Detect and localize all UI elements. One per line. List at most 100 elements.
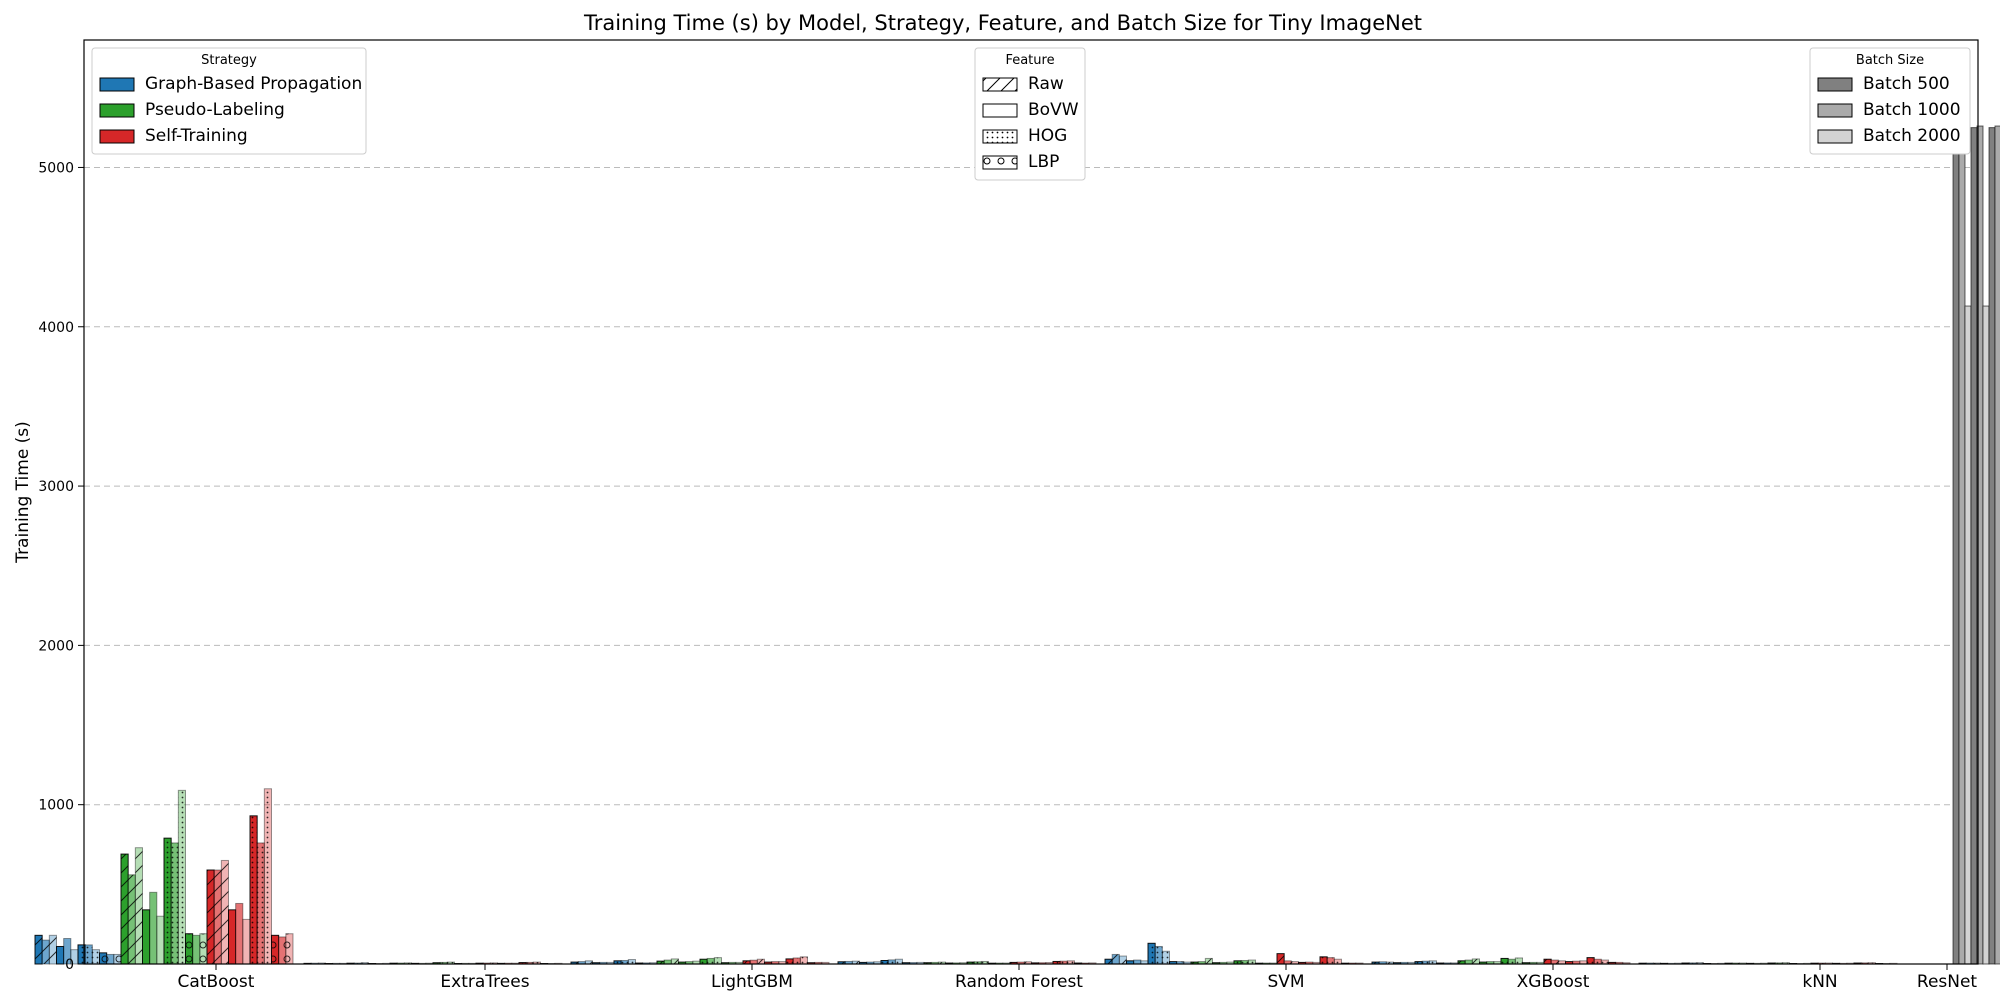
bar-hatch bbox=[895, 959, 903, 964]
bar-hatch bbox=[1372, 962, 1380, 964]
plot-frame bbox=[83, 39, 1979, 965]
feature-legend-title: Feature bbox=[1005, 53, 1054, 68]
bars-layer bbox=[34, 125, 2000, 965]
bar-hatch bbox=[807, 962, 815, 964]
bar-hatch bbox=[821, 962, 829, 964]
legend-swatch bbox=[1817, 77, 1853, 92]
bar-hatch bbox=[164, 838, 172, 964]
bar-hatch bbox=[614, 960, 622, 964]
bar-hatch bbox=[1379, 961, 1387, 964]
bar-hatch bbox=[1544, 959, 1552, 964]
bar-hatch bbox=[1183, 962, 1191, 964]
bar-hatch bbox=[199, 933, 207, 964]
legend-item: Batch 500 bbox=[1817, 74, 1950, 94]
x-tick-label: XGBoost bbox=[1517, 972, 1590, 992]
bar-hatch bbox=[1241, 960, 1249, 964]
bar-hatch bbox=[981, 961, 989, 964]
legend-item: BoVW bbox=[982, 100, 1079, 120]
bar-hatch bbox=[1017, 962, 1025, 964]
legend-swatch bbox=[99, 103, 135, 118]
bar-hatch bbox=[838, 961, 846, 964]
x-tick-label: SVM bbox=[1267, 972, 1304, 992]
bar-hatch bbox=[1415, 961, 1423, 964]
bar-hatch bbox=[1696, 962, 1704, 964]
bar-hatch bbox=[750, 960, 758, 964]
bar-hatch bbox=[1615, 962, 1623, 964]
bar bbox=[1964, 305, 1972, 965]
bar-hatch bbox=[938, 962, 946, 964]
bar-hatch bbox=[78, 944, 86, 964]
legend-label: Self-Training bbox=[145, 126, 248, 146]
bar-hatch bbox=[924, 962, 932, 964]
bar-hatch bbox=[1169, 961, 1177, 964]
bar bbox=[1982, 305, 1990, 965]
bar-hatch bbox=[728, 962, 736, 964]
bar-hatch bbox=[1622, 962, 1630, 964]
bar-hatch bbox=[1558, 960, 1566, 964]
x-tick-label: kNN bbox=[1802, 972, 1837, 992]
bar-hatch bbox=[1060, 961, 1068, 964]
legend-swatch bbox=[1817, 129, 1853, 144]
bar-hatch bbox=[135, 847, 143, 964]
bar-hatch bbox=[1501, 958, 1509, 964]
bar-hatch bbox=[1105, 959, 1113, 964]
bar-hatch bbox=[1205, 958, 1213, 964]
bar-hatch bbox=[1587, 957, 1595, 964]
x-tick-label: Random Forest bbox=[955, 972, 1083, 992]
bar-hatch bbox=[578, 961, 586, 964]
bar-hatch bbox=[1291, 961, 1299, 964]
y-axis-label: Training Time (s) bbox=[13, 421, 33, 564]
y-tick-label: 5000 bbox=[38, 160, 74, 176]
bar-group-svm bbox=[1104, 942, 1364, 965]
bar-hatch bbox=[1198, 961, 1206, 964]
bar-hatch bbox=[1024, 961, 1032, 964]
bar bbox=[228, 909, 237, 965]
legend-item: Batch 2000 bbox=[1817, 126, 1961, 146]
bar-hatch bbox=[1868, 962, 1876, 964]
legend-label: Batch 500 bbox=[1863, 74, 1950, 94]
bar-group-xgboost bbox=[1371, 957, 1631, 965]
bar-hatch bbox=[1508, 959, 1516, 964]
bar-hatch bbox=[433, 962, 441, 964]
bar-hatch bbox=[185, 933, 193, 964]
y-tick-label: 1000 bbox=[38, 798, 74, 814]
legend-layer: Strategy Graph-Based Propagation Pseudo-La… bbox=[91, 47, 1971, 181]
bar-hatch bbox=[271, 935, 279, 964]
x-tick-label: LightGBM bbox=[711, 972, 793, 992]
bar-hatch bbox=[85, 944, 93, 964]
bar bbox=[1970, 127, 1978, 965]
bar-hatch bbox=[1277, 953, 1285, 964]
bar-hatch bbox=[1458, 960, 1466, 964]
bar bbox=[156, 915, 165, 965]
bar-hatch bbox=[1386, 962, 1394, 964]
bar-hatch bbox=[35, 935, 43, 964]
bar-hatch bbox=[128, 874, 136, 964]
bar-hatch bbox=[1601, 960, 1609, 964]
bar-hatch bbox=[649, 962, 657, 964]
bar-hatch bbox=[250, 815, 258, 964]
bar-hatch bbox=[707, 958, 715, 964]
bar-hatch bbox=[1536, 962, 1544, 964]
bar-hatch bbox=[1608, 962, 1616, 964]
bar-hatch bbox=[743, 960, 751, 964]
bar bbox=[63, 938, 72, 965]
bar-hatch bbox=[585, 960, 593, 964]
legend-label: BoVW bbox=[1028, 100, 1079, 120]
legend-item: Pseudo-Labeling bbox=[99, 100, 285, 120]
legend-swatch-hatch bbox=[983, 78, 1017, 91]
bar-hatch bbox=[207, 870, 215, 964]
legend-item: Self-Training bbox=[99, 126, 248, 146]
legend-label: HOG bbox=[1028, 126, 1067, 146]
bar-hatch bbox=[1472, 958, 1480, 964]
legend-swatch bbox=[99, 77, 135, 92]
bar-hatch bbox=[881, 960, 889, 964]
batch-legend: Batch Size Batch 500 Batch 1000 Batch 2000 bbox=[1809, 47, 1971, 155]
batch-legend-title: Batch Size bbox=[1856, 53, 1924, 68]
bar-hatch bbox=[257, 842, 265, 964]
bar-hatch bbox=[285, 933, 293, 964]
bar-hatch bbox=[264, 788, 272, 964]
bar-hatch bbox=[1010, 962, 1018, 964]
legend-label: Batch 1000 bbox=[1863, 100, 1961, 120]
bar-hatch bbox=[931, 962, 939, 964]
bar-hatch bbox=[361, 962, 369, 964]
